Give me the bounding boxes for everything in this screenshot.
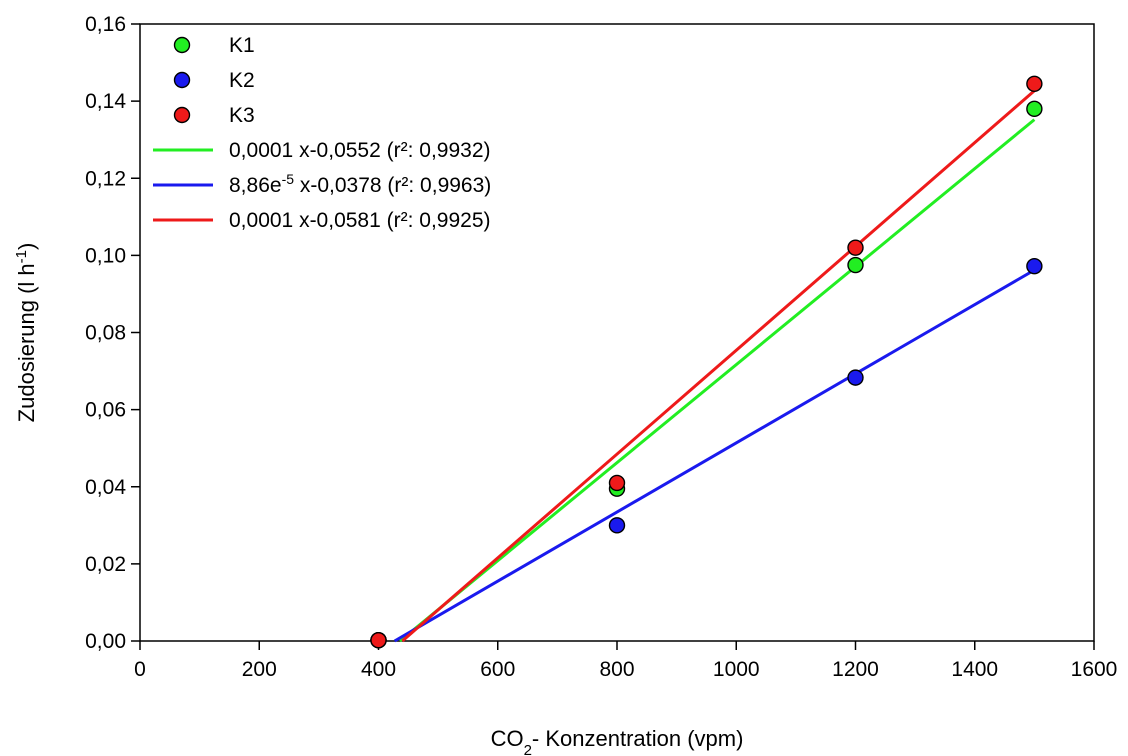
y-tick-label: 0,02 <box>85 553 126 576</box>
legend-label: 8,86e-5 x-0,0378 (r²: 0,9963) <box>229 171 491 197</box>
legend-item: 8,86e-5 x-0,0378 (r²: 0,9963) <box>153 171 491 197</box>
legend-item: K1 <box>173 34 255 57</box>
fit-line-2 <box>393 268 1036 643</box>
point-k3 <box>608 474 626 492</box>
y-tick-label: 0,12 <box>85 167 126 190</box>
legend-label: 0,0001 x-0,0552 (r²: 0,9932) <box>229 139 491 162</box>
fit-lines <box>393 89 1036 643</box>
plot-frame <box>139 23 1095 642</box>
y-tick-label: 0,08 <box>85 322 126 345</box>
y-tick-label: 0,04 <box>85 476 126 499</box>
point-k3 <box>1026 75 1043 92</box>
legend-item: K2 <box>173 69 255 92</box>
legend-marker-k2 <box>173 71 191 89</box>
legend-label: K1 <box>229 34 255 57</box>
x-axis-label: CO2- Konzentration (vpm) <box>491 726 744 756</box>
legend-item: K3 <box>173 104 255 127</box>
x-axis-title: CO2- Konzentration (vpm) <box>491 726 744 756</box>
legend-label: 0,0001 x-0,0581 (r²: 0,9925) <box>229 209 491 232</box>
x-tick-label: 1400 <box>951 658 998 681</box>
x-tick-label: 0 <box>134 658 146 681</box>
x-tick-label: 1200 <box>832 658 879 681</box>
x-axis-label-part: 2 <box>524 742 532 756</box>
x-tick-label: 1600 <box>1071 658 1118 681</box>
fit-line-1 <box>399 118 1036 643</box>
point-k1 <box>847 256 864 274</box>
point-k2 <box>847 369 864 386</box>
x-tick-label: 800 <box>599 658 634 681</box>
y-axis-label-part: ) <box>14 243 39 250</box>
y-axis-label-part: -1 <box>13 250 30 263</box>
y-axis-title: Zudosierung (l h-1) <box>13 243 40 423</box>
x-tick-label: 1000 <box>713 658 760 681</box>
legend-label: K2 <box>229 69 255 92</box>
legend-label: K3 <box>229 104 255 127</box>
x-axis-label-part: - Konzentration (vpm) <box>532 726 744 751</box>
legend-marker-k1 <box>173 36 191 54</box>
y-tick-label: 0,14 <box>85 90 126 113</box>
data-points <box>370 75 1043 649</box>
x-axis-label-part: CO <box>491 726 524 751</box>
point-k3 <box>847 239 864 256</box>
y-tick-label: 0,06 <box>85 399 126 422</box>
point-k1 <box>1026 100 1043 118</box>
legend-label-part: -5 <box>282 171 295 187</box>
legend-label-part: 8,86e <box>229 174 282 197</box>
point-k2 <box>1026 257 1043 275</box>
x-tick-label: 600 <box>480 658 515 681</box>
legend-item: 0,0001 x-0,0552 (r²: 0,9932) <box>153 139 491 162</box>
legend-item: 0,0001 x-0,0581 (r²: 0,9925) <box>153 209 491 232</box>
x-tick-label: 400 <box>361 658 396 681</box>
x-tick-label: 200 <box>242 658 277 681</box>
y-tick-label: 0,10 <box>85 244 126 267</box>
legend: K1 K2 K3 0,0001 x-0,0552 (r²: 0,9932) 8,86e-… <box>153 34 491 232</box>
point-k2 <box>608 517 626 534</box>
y-axis-label: Zudosierung (l h-1) <box>13 243 40 423</box>
y-tick-label: 0,00 <box>85 630 126 653</box>
y-axis-label-part: Zudosierung (l h <box>14 263 39 422</box>
legend-label-part: x-0,0378 (r²: 0,9963) <box>294 174 491 197</box>
fit-line-3 <box>401 89 1036 643</box>
point-k3 <box>370 632 387 649</box>
y-tick-label: 0,16 <box>85 13 126 36</box>
axes: 0 200 400 600 800 1000 1200 1400 1600 0,00 0,02 0,0… <box>85 13 1117 681</box>
legend-marker-k3 <box>173 106 191 124</box>
